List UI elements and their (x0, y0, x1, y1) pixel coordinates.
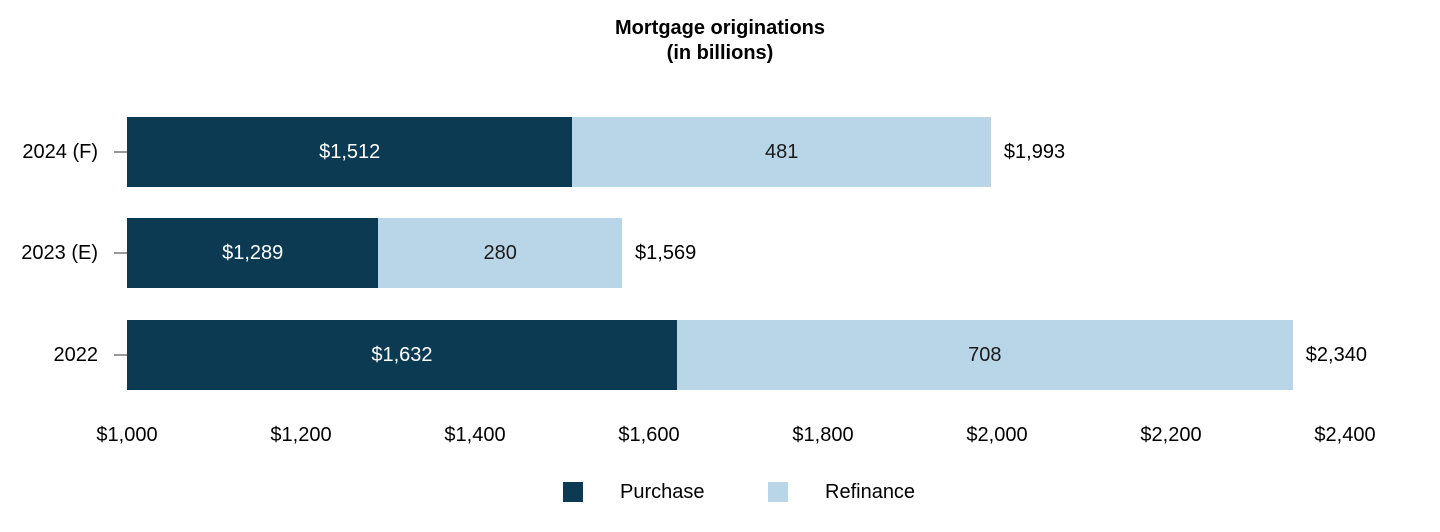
bar-segment-refinance: 708 (676, 320, 1293, 390)
legend-swatch-refinance (768, 482, 788, 502)
bar-segment-purchase: $1,289 (127, 218, 379, 288)
bar-total-label: $2,340 (1305, 343, 1367, 366)
x-axis-tick-label: $2,200 (1140, 424, 1202, 446)
x-axis-tick-label: $1,200 (270, 424, 332, 446)
bar-total-label: $1,569 (635, 241, 697, 264)
bar-segment-purchase: $1,632 (127, 320, 677, 390)
x-axis-tick-label: $2,400 (1314, 424, 1376, 446)
bar-segment-purchase: $1,512 (127, 117, 573, 187)
category-label: 2024 (F) (22, 140, 98, 163)
chart-title-line2: (in billions) (666, 42, 774, 64)
legend-label-purchase: Purchase (620, 481, 705, 503)
legend-label-refinance: Refinance (825, 481, 916, 503)
category-label: 2023 (E) (21, 241, 98, 264)
x-axis-tick-label: $2,000 (966, 424, 1028, 446)
x-axis-tick-label: $1,800 (792, 424, 854, 446)
x-axis-tick-label: $1,000 (96, 424, 158, 446)
bar-segment-refinance: 280 (378, 218, 623, 288)
x-axis-tick-label: $1,400 (444, 424, 506, 446)
y-axis-tick (114, 151, 127, 153)
bar-segment-refinance: 481 (572, 117, 991, 187)
chart-title-line1: Mortgage originations (615, 17, 825, 39)
legend-swatch-purchase (563, 482, 583, 502)
y-axis-tick (114, 252, 127, 254)
x-axis-tick-label: $1,600 (618, 424, 680, 446)
chart-title: Mortgage originations (in billions) (0, 16, 1440, 66)
category-label: 2022 (53, 343, 99, 366)
y-axis-tick (114, 354, 127, 356)
bar-total-label: $1,993 (1003, 140, 1066, 163)
